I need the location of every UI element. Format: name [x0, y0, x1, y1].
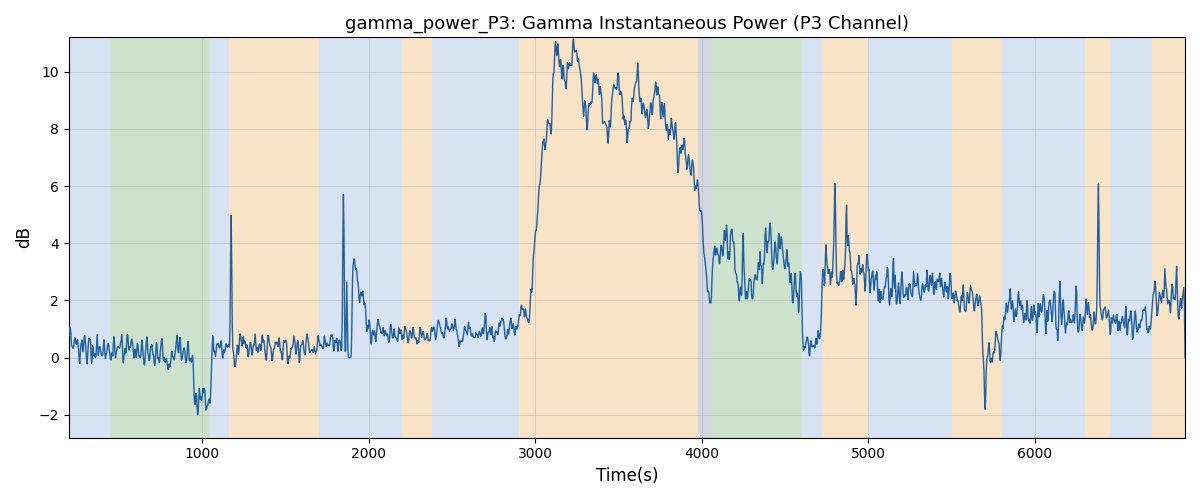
Bar: [1085, 38, 1110, 438]
Bar: [802, 38, 822, 438]
X-axis label: Time(s): Time(s): [595, 467, 658, 485]
Bar: [229, 38, 318, 438]
Bar: [552, 38, 698, 438]
Bar: [68, 38, 110, 438]
Bar: [110, 38, 210, 438]
Bar: [1152, 38, 1186, 438]
Bar: [402, 38, 432, 438]
Bar: [432, 38, 518, 438]
Bar: [952, 38, 1002, 438]
Bar: [1002, 38, 1085, 438]
Title: gamma_power_P3: Gamma Instantaneous Power (P3 Channel): gamma_power_P3: Gamma Instantaneous Powe…: [344, 15, 908, 34]
Y-axis label: dB: dB: [16, 226, 34, 248]
Bar: [518, 38, 552, 438]
Bar: [698, 38, 712, 438]
Bar: [822, 38, 869, 438]
Bar: [318, 38, 402, 438]
Bar: [1110, 38, 1152, 438]
Bar: [869, 38, 952, 438]
Bar: [712, 38, 802, 438]
Bar: [210, 38, 229, 438]
